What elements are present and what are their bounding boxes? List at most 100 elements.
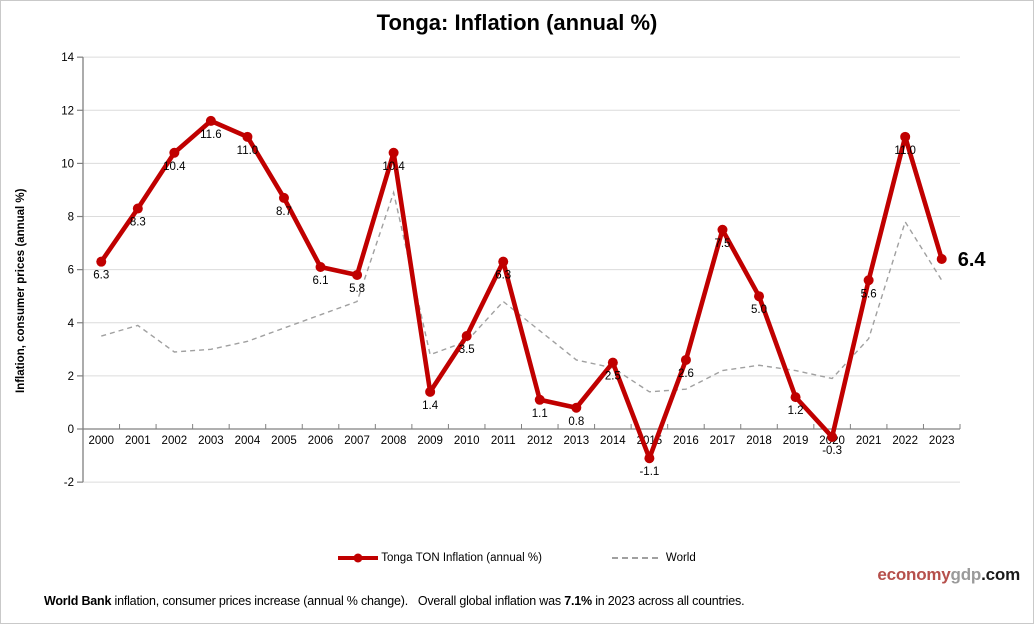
x-axis-tick-label: 2003 (198, 435, 224, 447)
y-axis-tick-label: 6 (68, 265, 74, 277)
data-label: 11.0 (894, 145, 916, 157)
data-labels: 6.3 8.3 10.4 11.6 11.0 8.7 6.1 5.8 10.4 1.4 3.5 6.3… (93, 129, 986, 478)
tonga-data-point (900, 131, 911, 142)
data-label: 8.3 (130, 217, 146, 229)
data-label: 8.7 (276, 206, 292, 218)
data-label: -1.1 (639, 466, 659, 478)
data-label: 6.3 (495, 270, 511, 282)
final-value-callout: 6.4 (958, 249, 987, 271)
legend-item-tonga: Tonga TON Inflation (annual %) (338, 552, 542, 564)
tonga-line-marker-swatch-icon (338, 553, 379, 563)
tonga-data-point (680, 354, 691, 365)
tonga-data-point (425, 386, 436, 397)
tonga-data-point (132, 203, 143, 214)
source-note: World Bank inflation, consumer prices in… (44, 594, 745, 608)
tonga-data-point (827, 431, 838, 442)
tonga-data-point (863, 275, 874, 286)
tonga-data-point (169, 147, 180, 158)
y-axis-tick-label: 4 (68, 318, 75, 330)
x-axis-tick-label: 2017 (710, 435, 736, 447)
x-axis-tick-label: 2019 (783, 435, 809, 447)
x-axis-tick-label: 2010 (454, 435, 480, 447)
x-axis-tick-label: 2007 (344, 435, 370, 447)
x-axis-tick-label: 2004 (235, 435, 261, 447)
source-note-text-2: in 2023 across all countries. (591, 594, 745, 608)
tonga-data-point (790, 392, 801, 403)
x-axis-tick-label: 2002 (162, 435, 188, 447)
data-label: 6.1 (313, 275, 329, 287)
data-label: 2.6 (678, 368, 694, 380)
data-label: 1.1 (532, 408, 548, 420)
tonga-data-point (571, 402, 582, 413)
y-axis-tick-label: 14 (61, 52, 74, 64)
data-label: 11.0 (237, 145, 259, 157)
tonga-data-point (936, 254, 947, 265)
data-label: 10.4 (163, 161, 186, 173)
x-axis-tick-label: 2016 (673, 435, 699, 447)
tonga-data-point (534, 394, 545, 405)
world-dashed-swatch-icon (611, 557, 658, 559)
data-label: 7.5 (714, 238, 730, 250)
tonga-line (98, 118, 945, 461)
tonga-data-point (717, 224, 728, 235)
data-label: 5.6 (861, 288, 877, 300)
x-axis-tick-label: 2000 (88, 435, 114, 447)
series (96, 115, 947, 464)
x-axis-tick-label: 2005 (271, 435, 297, 447)
tonga-data-point (607, 357, 618, 368)
x-axis-tick-label: 2012 (527, 435, 553, 447)
tonga-data-point (96, 256, 107, 267)
tonga-data-point (205, 115, 216, 126)
y-axis-tick-label: -2 (64, 477, 74, 489)
data-label: 0.8 (568, 416, 584, 428)
x-axis-tick-label: 2022 (892, 435, 918, 447)
tonga-data-point (754, 291, 765, 302)
y-axis-tick-label: 12 (61, 105, 74, 117)
brand-economy: economy (877, 565, 951, 584)
brand-com: .com (981, 565, 1020, 584)
tonga-data-point (388, 147, 399, 158)
legend-label-world: World (665, 552, 696, 564)
data-label: 6.3 (93, 270, 109, 282)
tonga-data-point (278, 192, 289, 203)
y-axis-tick-label: 8 (68, 212, 74, 224)
x-axis-tick-label: 2001 (125, 435, 151, 447)
tonga-data-point (352, 269, 363, 280)
data-label: 1.2 (788, 405, 804, 417)
x-axis-tick-label: 2011 (491, 435, 516, 447)
tonga-data-point (644, 453, 655, 464)
tonga-data-point (315, 261, 326, 272)
x-axis-tick-label: 2014 (600, 435, 626, 447)
brand-gdp: gdp (950, 565, 982, 584)
x-axis-tick-label: 2013 (564, 435, 590, 447)
data-label: 1.4 (422, 400, 439, 412)
x-axis-tick-label: 2006 (308, 435, 334, 447)
data-label: 2.5 (605, 371, 621, 383)
source-note-bold-value: 7.1% (564, 594, 592, 608)
x-axis-tick-label: 2008 (381, 435, 407, 447)
x-axis-tick-label: 2018 (746, 435, 772, 447)
chart-legend: Tonga TON Inflation (annual %) World (1, 552, 1033, 564)
tonga-data-point (242, 131, 253, 142)
legend-item-world: World (611, 552, 696, 564)
x-axis-tick-label: 2009 (417, 435, 443, 447)
tonga-data-point (498, 256, 509, 267)
x-axis-tick-label: 2021 (856, 435, 882, 447)
chart-title: Tonga: Inflation (annual %) (376, 10, 658, 35)
data-label: 11.6 (200, 129, 222, 141)
data-label: 10.4 (382, 161, 405, 173)
y-axis-tick-label: 2 (68, 371, 74, 383)
tonga-data-point (461, 331, 472, 342)
data-label: 5.0 (751, 304, 767, 316)
source-note-text-1: inflation, consumer prices increase (ann… (111, 594, 565, 608)
data-label: 5.8 (349, 283, 365, 295)
data-label: 3.5 (459, 344, 475, 356)
source-note-bold-lead: World Bank (44, 594, 112, 608)
brand-link[interactable]: economygdp.com (877, 565, 1020, 585)
data-label: -0.3 (822, 445, 842, 457)
y-axis-tick-label: 0 (68, 424, 74, 436)
legend-label-tonga: Tonga TON Inflation (annual %) (381, 552, 542, 564)
world-line (101, 190, 943, 393)
